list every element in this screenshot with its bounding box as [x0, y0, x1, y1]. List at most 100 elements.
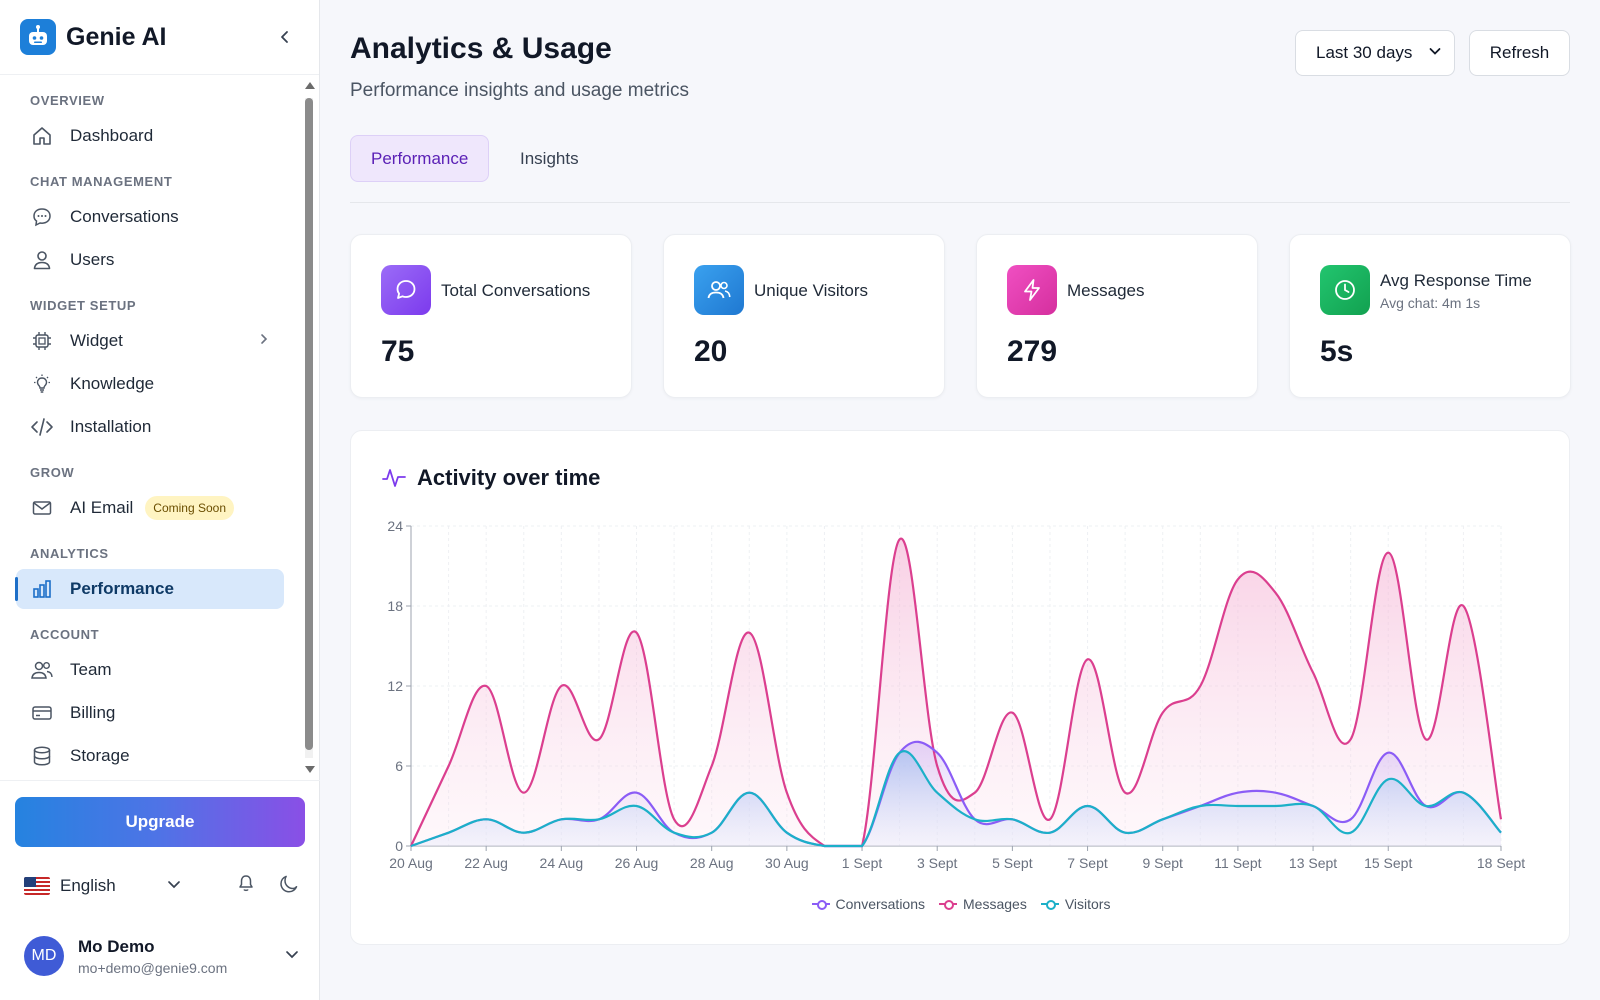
- page-title: Analytics & Usage: [350, 32, 612, 65]
- notifications-button[interactable]: [236, 873, 256, 900]
- sidebar-item-label: AI Email: [70, 498, 134, 517]
- x-tick-label: 22 Aug: [464, 855, 508, 871]
- user-meta: Mo Demo mo+demo@genie9.com: [78, 937, 227, 976]
- chevron-down-icon: [1428, 43, 1442, 63]
- code-icon: [30, 415, 54, 439]
- card-icon: [30, 701, 54, 725]
- date-range-value: Last 30 days: [1316, 43, 1413, 62]
- y-tick-label: 12: [387, 678, 403, 694]
- main-content: Analytics & Usage Performance insights a…: [320, 0, 1600, 1000]
- bell-icon: [239, 874, 253, 891]
- x-tick-label: 20 Aug: [389, 855, 433, 871]
- home-icon: [30, 124, 54, 148]
- x-tick-label: 9 Sept: [1142, 855, 1183, 871]
- stat-card-messages: Messages 279: [976, 234, 1258, 398]
- sidebar-nav: OVERVIEW Dashboard CHAT MANAGEMENT Conve…: [0, 75, 300, 780]
- sidebar-item-knowledge[interactable]: Knowledge: [16, 364, 284, 404]
- sidebar-item-label: Team: [70, 660, 112, 679]
- sidebar-item-label: Storage: [70, 746, 130, 765]
- legend-label: Messages: [963, 896, 1027, 912]
- mail-icon: [30, 496, 54, 520]
- sidebar-footer: Upgrade English MD Mo Demo mo+demo@genie…: [0, 780, 320, 976]
- chart-title: Activity over time: [417, 465, 601, 490]
- stat-title: Messages: [1067, 281, 1145, 300]
- legend-marker: [939, 899, 958, 910]
- chat-icon: [381, 265, 431, 315]
- us-flag-icon: [24, 877, 50, 895]
- section-title-account: ACCOUNT: [30, 627, 100, 642]
- section-title-grow: GROW: [30, 465, 75, 480]
- stat-title: Unique Visitors: [754, 281, 869, 300]
- chevron-left-icon: [281, 31, 288, 43]
- sidebar-item-billing[interactable]: Billing: [16, 693, 284, 733]
- scroll-thumb[interactable]: [305, 98, 313, 750]
- language-row: English: [24, 871, 300, 901]
- sidebar-item-installation[interactable]: Installation: [16, 407, 284, 447]
- scroll-down-arrow-icon[interactable]: [304, 765, 316, 775]
- sidebar-item-label: Installation: [70, 417, 152, 436]
- sidebar-item-label: Dashboard: [70, 126, 154, 145]
- x-tick-label: 28 Aug: [690, 855, 734, 871]
- refresh-button[interactable]: Refresh: [1469, 30, 1570, 76]
- app-name: Genie AI: [66, 22, 167, 51]
- coming-soon-badge: Coming Soon: [145, 496, 235, 520]
- area-visitors: [411, 751, 1501, 846]
- activity-chart: 0 6 12 18 24 20 Aug 22 Aug 24 Aug 26 Aug 28 Aug 30…: [387, 518, 1525, 871]
- y-tick-label: 18: [387, 598, 403, 614]
- stat-card-avg-response-time: Avg Response Time Avg chat: 4m 1s 5s: [1289, 234, 1571, 398]
- x-tick-label: 3 Sept: [917, 855, 958, 871]
- sidebar-scrollbar[interactable]: [305, 80, 315, 780]
- theme-toggle-button[interactable]: [278, 873, 300, 900]
- line-messages: [410, 537, 1503, 848]
- x-tick-label: 18 Sept: [1477, 855, 1525, 871]
- legend-label: Conversations: [835, 896, 926, 912]
- user-menu-toggle[interactable]: [284, 946, 300, 967]
- robot-logo-icon: [20, 19, 56, 55]
- legend-item-visitors[interactable]: Visitors: [1040, 896, 1110, 912]
- sidebar-item-storage[interactable]: Storage: [16, 736, 284, 776]
- stat-value: 5s: [1320, 335, 1354, 368]
- sidebar-item-label: Widget: [70, 331, 123, 350]
- sidebar-item-ai-email[interactable]: AI Email Coming Soon: [16, 488, 284, 528]
- sidebar-item-users[interactable]: Users: [16, 240, 284, 280]
- date-range-select[interactable]: Last 30 days: [1295, 30, 1455, 76]
- y-tick-label: 6: [395, 758, 403, 774]
- sidebar-item-widget[interactable]: Widget: [16, 321, 284, 361]
- line-visitors: [410, 750, 1502, 848]
- legend-item-messages[interactable]: Messages: [939, 896, 1027, 912]
- chip-icon: [30, 329, 54, 353]
- sidebar-item-conversations[interactable]: Conversations: [16, 197, 284, 237]
- page-subtitle: Performance insights and usage metrics: [350, 80, 689, 101]
- tab-bar: Performance Insights: [350, 135, 1570, 203]
- tab-performance[interactable]: Performance: [350, 135, 490, 182]
- upgrade-button[interactable]: Upgrade: [15, 797, 305, 847]
- stats-cards: Total Conversations 75 Unique Visitors 2…: [350, 234, 1571, 398]
- sidebar-item-dashboard[interactable]: Dashboard: [16, 116, 284, 156]
- chart-header: Activity over time: [381, 465, 600, 491]
- x-tick-label: 11 Sept: [1214, 855, 1261, 871]
- collapse-sidebar-button[interactable]: [271, 23, 299, 51]
- user-email: mo+demo@genie9.com: [78, 959, 228, 976]
- section-title-chat-management: CHAT MANAGEMENT: [30, 174, 173, 189]
- x-tick-label: 24 Aug: [540, 855, 584, 871]
- scroll-up-arrow-icon[interactable]: [304, 80, 316, 90]
- legend-item-conversations[interactable]: Conversations: [811, 896, 926, 912]
- sidebar-item-label: Billing: [70, 703, 116, 722]
- activity-pulse-icon: [382, 469, 406, 487]
- language-dropdown-toggle[interactable]: [166, 876, 182, 897]
- sidebar-item-label: Knowledge: [70, 374, 155, 393]
- x-tick-label: 13 Sept: [1289, 855, 1337, 871]
- sidebar-item-team[interactable]: Team: [16, 650, 284, 690]
- sidebar-item-performance[interactable]: Performance: [15, 569, 284, 609]
- chevron-right-icon: [258, 332, 270, 350]
- chevron-down-icon: [167, 880, 180, 888]
- tab-insights[interactable]: Insights: [520, 148, 579, 168]
- section-title-analytics: ANALYTICS: [30, 546, 109, 561]
- user-menu[interactable]: MD Mo Demo mo+demo@genie9.com: [24, 931, 300, 981]
- stat-title: Avg Response Time: [1380, 271, 1532, 290]
- x-tick-label: 7 Sept: [1067, 855, 1108, 871]
- sidebar-item-label: Performance: [70, 579, 174, 598]
- stat-value: 75: [381, 335, 415, 368]
- section-title-overview: OVERVIEW: [30, 93, 105, 108]
- stat-subtitle: Avg chat: 4m 1s: [1380, 295, 1481, 311]
